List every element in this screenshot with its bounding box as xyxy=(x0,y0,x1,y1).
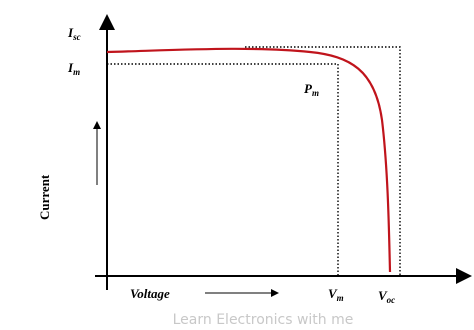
y-axis-label: Current xyxy=(37,174,52,220)
voc-label: Voc xyxy=(378,288,395,305)
pm-label: Pm xyxy=(304,81,319,98)
vm-label: Vm xyxy=(328,286,344,303)
watermark: Learn Electronics with me xyxy=(173,312,354,328)
x-axis-label: Voltage xyxy=(130,286,170,301)
im-vm-guide xyxy=(107,63,339,276)
isc-label: Isc xyxy=(67,25,81,42)
iv-curve xyxy=(106,47,392,273)
isc-voc-guide xyxy=(245,46,401,276)
im-label: Im xyxy=(67,60,80,77)
